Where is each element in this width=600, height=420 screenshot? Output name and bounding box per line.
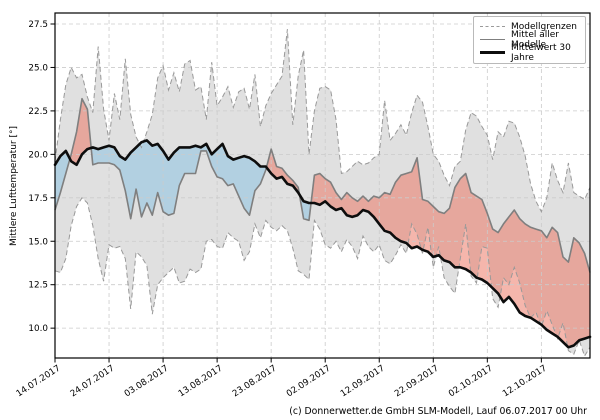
gray-line-swatch-icon — [480, 39, 505, 40]
x-tick-label: 23.08.2017 — [231, 364, 279, 400]
warmer-than-normal-fill — [311, 157, 590, 348]
y-tick-label: 10.0 — [28, 324, 48, 334]
y-tick-label: 22.5 — [28, 107, 48, 117]
lower-bound-line — [54, 197, 591, 358]
legend-item-mittelwert-30-jahre: Mittelwert 30 Jahre — [480, 43, 579, 63]
x-tick-label: 24.07.2017 — [69, 364, 117, 400]
legend-label: Mittelwert 30 Jahre — [511, 42, 571, 63]
plot-frame — [54, 12, 591, 359]
y-tick-label: 17.5 — [28, 194, 48, 204]
legend-item-mittel-aller-modelle: Mittel aller Modelle — [480, 30, 579, 50]
x-tick-label: 13.08.2017 — [177, 364, 225, 400]
copyright-credit: (c) Donnerwetter.de GmbH SLM-Modell, Lau… — [289, 406, 587, 417]
legend-label: Mittel aller Modelle — [511, 29, 559, 50]
x-tick-label: 12.09.2017 — [339, 364, 387, 400]
x-tick-label: 02.10.2017 — [447, 364, 495, 400]
x-tick-label: 12.10.2017 — [501, 364, 549, 400]
dashed-line-swatch-icon — [480, 26, 505, 27]
legend-item-modellgrenzen: Modellgrenzen — [480, 20, 579, 33]
y-tick-label: 20.0 — [28, 150, 48, 160]
x-tick-label: 02.09.2017 — [285, 364, 333, 400]
upper-bound-line — [54, 29, 591, 213]
legend: Modellgrenzen Mittel aller Modelle Mitte… — [473, 16, 586, 64]
y-tick-label: 12.5 — [28, 281, 48, 291]
x-tick-label: 14.07.2017 — [15, 364, 63, 400]
cooler-than-normal-fill — [55, 150, 70, 210]
model-mean-line — [54, 97, 591, 273]
x-tick-label: 03.08.2017 — [123, 364, 171, 400]
warmer-than-normal-fill — [69, 98, 92, 165]
black-line-swatch-icon — [480, 51, 505, 54]
cooler-than-normal-fill — [91, 140, 267, 219]
legend-label: Modellgrenzen — [511, 21, 577, 32]
y-axis-label: Mittlere Lufttemperatur [°] — [9, 126, 19, 246]
mean30-line — [53, 139, 592, 349]
y-tick-label: 15.0 — [28, 237, 48, 247]
y-tick-label: 25.0 — [28, 63, 48, 73]
y-tick-label: 27.5 — [28, 20, 48, 30]
x-tick-label: 22.09.2017 — [393, 364, 441, 400]
